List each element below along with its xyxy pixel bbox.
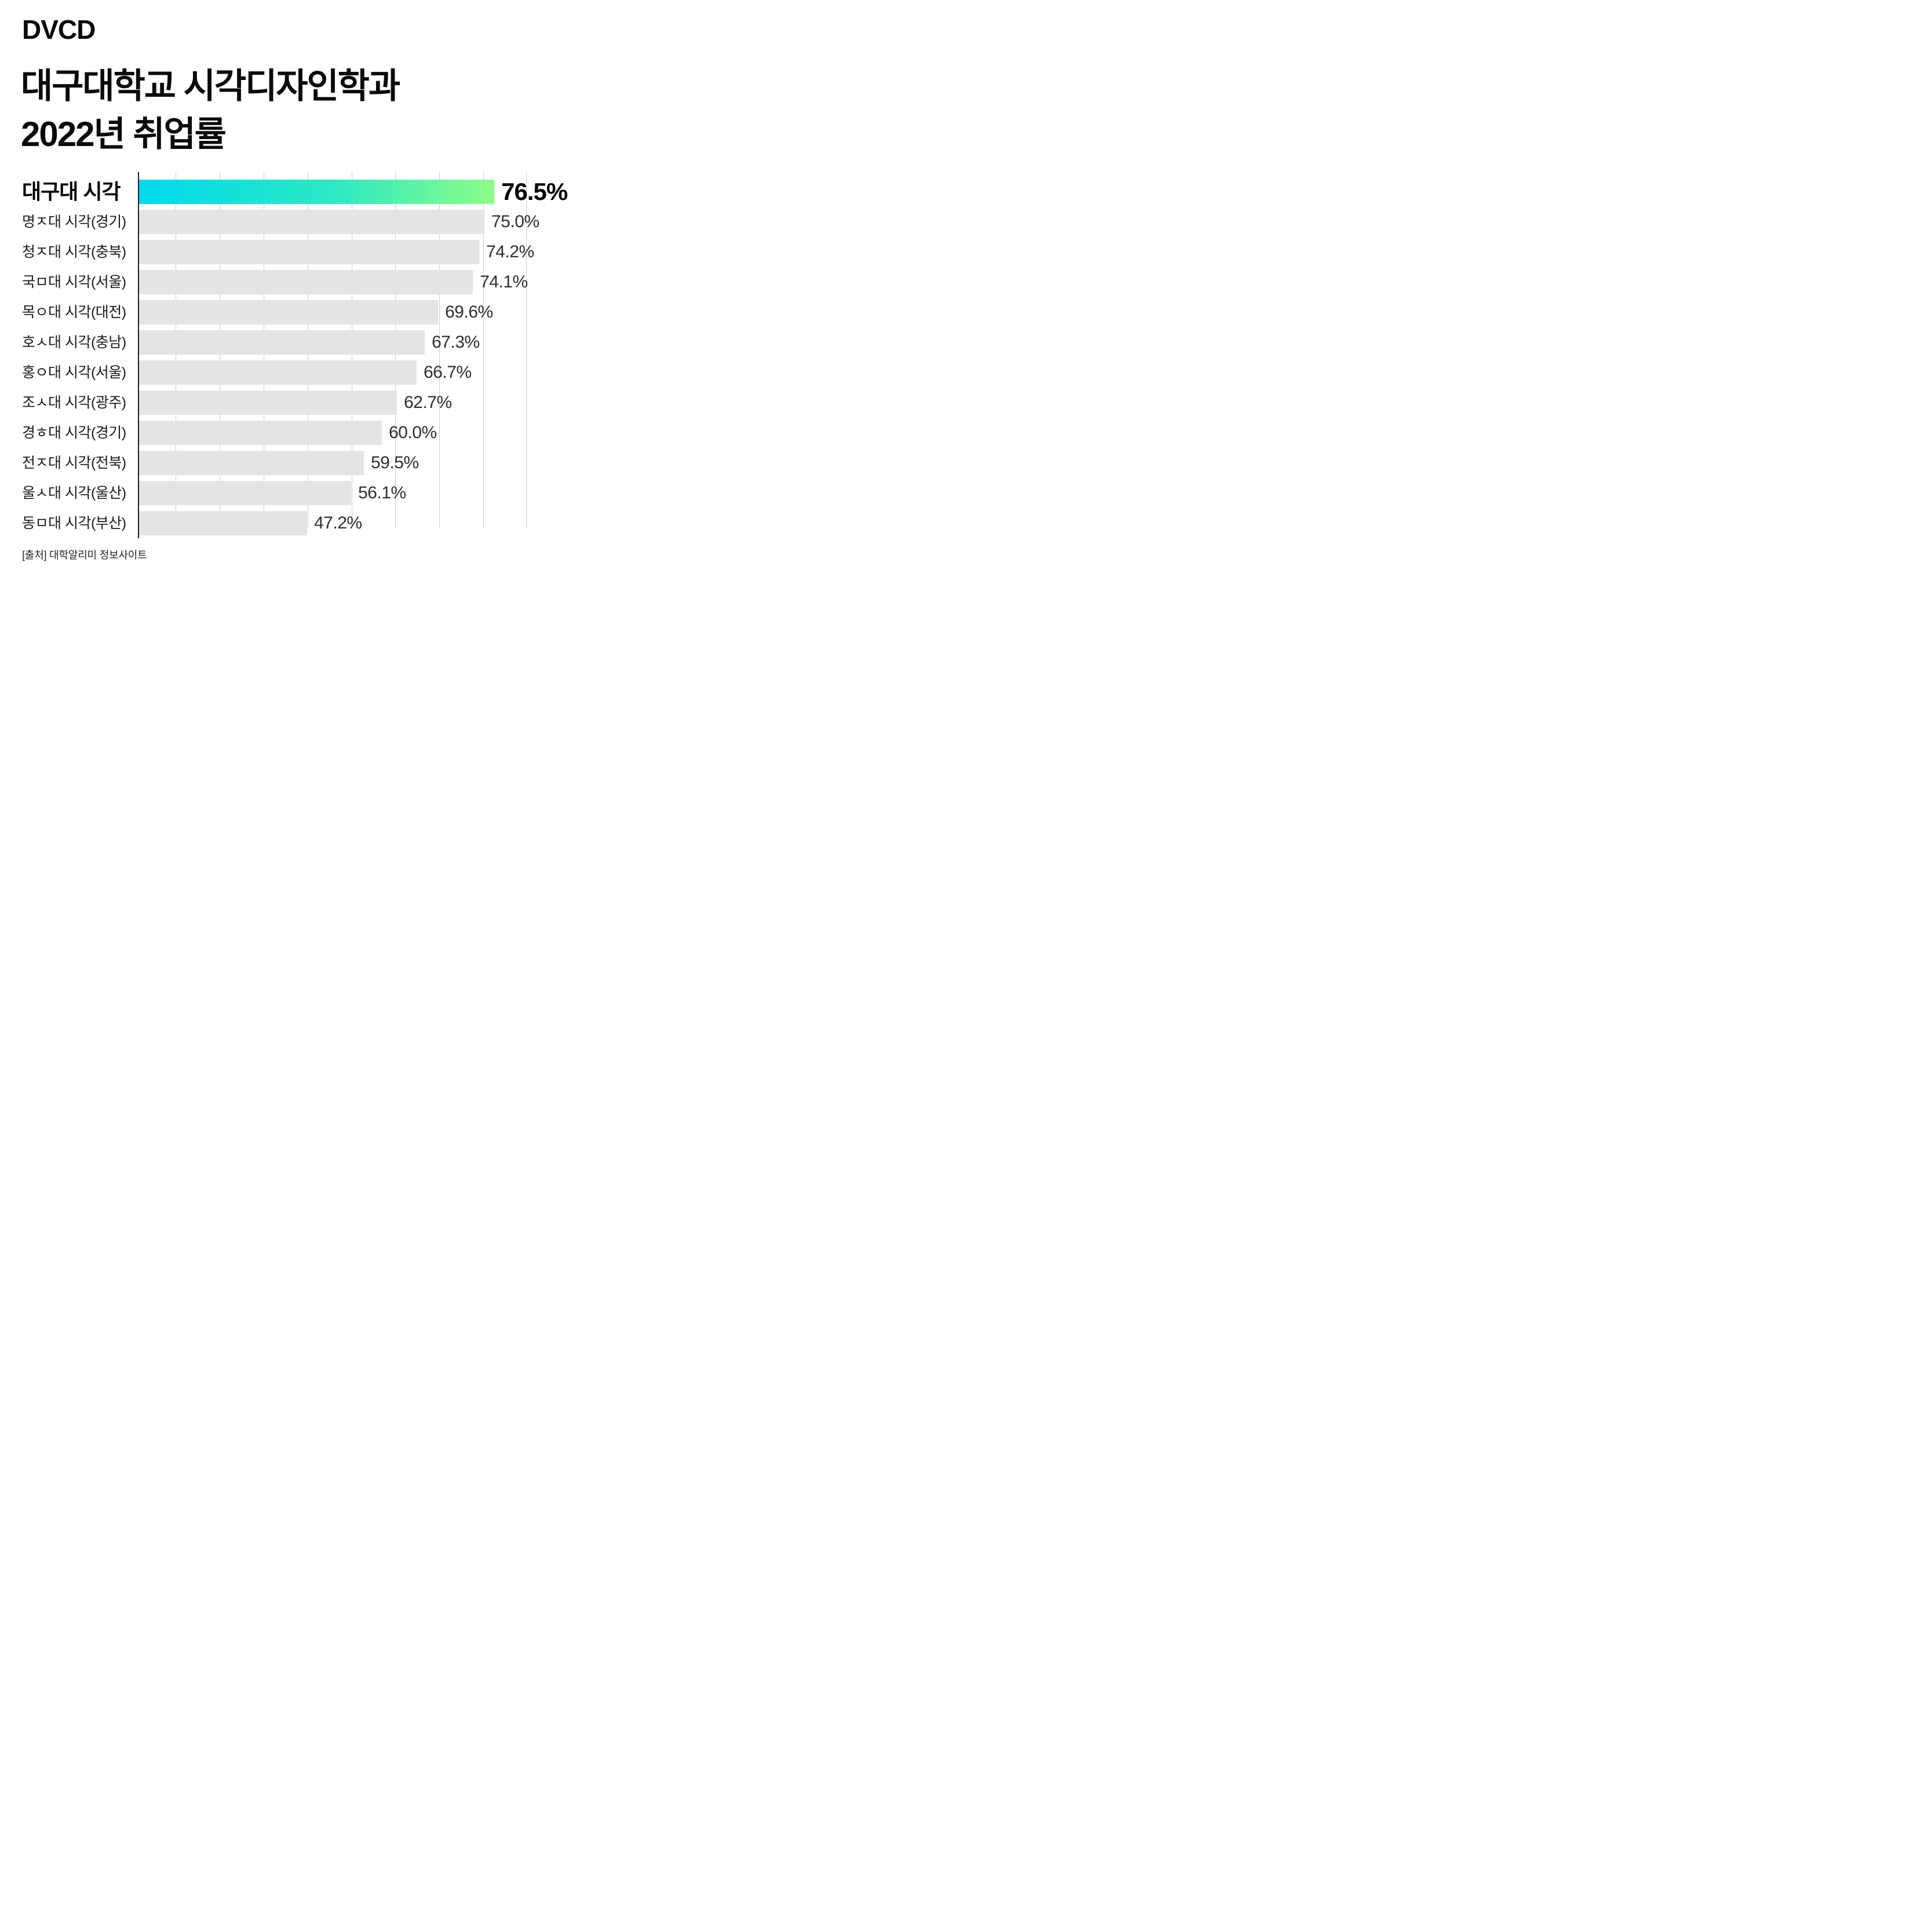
value-label: 60.0% (389, 423, 437, 442)
row-label: 홍ㅇ대 시각(서울) (22, 364, 126, 381)
value-label: 75.0% (491, 212, 539, 231)
chart-row: 경ㅎ대 시각(경기) 60.0% (0, 421, 579, 445)
chart-row: 대구대 시각 76.5% (0, 180, 579, 204)
value-label: 74.2% (486, 242, 534, 261)
chart-row: 호ㅅ대 시각(충남) 67.3% (0, 330, 579, 355)
bar-track: 69.6% (139, 300, 579, 325)
row-label: 청ㅈ대 시각(충북) (22, 244, 126, 260)
gridline (439, 172, 440, 527)
value-label: 62.7% (404, 393, 452, 412)
chart-row: 동ㅁ대 시각(부산) 47.2% (0, 511, 579, 535)
highlight-bar (139, 180, 494, 204)
bar-track: 74.1% (139, 270, 579, 294)
bar-track: 75.0% (139, 210, 579, 234)
row-label: 국ㅁ대 시각(서울) (22, 274, 126, 290)
source-note: [출처] 대학알리미 정보사이트 (22, 549, 147, 561)
bar-track: 74.2% (139, 240, 579, 264)
row-label: 대구대 시각 (22, 180, 121, 203)
row-label: 명ㅈ대 시각(경기) (22, 214, 126, 230)
bar-track: 76.5% (139, 180, 579, 204)
value-label: 56.1% (358, 483, 406, 502)
bar-track: 56.1% (139, 481, 579, 505)
bar-track: 62.7% (139, 391, 579, 415)
gridline (483, 172, 484, 527)
bar (139, 511, 307, 535)
bar-track: 66.7% (139, 360, 579, 385)
chart-row: 전ㅈ대 시각(전북) 59.5% (0, 451, 579, 475)
chart-row: 홍ㅇ대 시각(서울) 66.7% (0, 360, 579, 385)
bar (139, 421, 382, 445)
row-label: 동ㅁ대 시각(부산) (22, 515, 126, 531)
chart-row: 목ㅇ대 시각(대전) 69.6% (0, 300, 579, 325)
bar-track: 67.3% (139, 330, 579, 355)
bar-track: 60.0% (139, 421, 579, 445)
row-label: 호ㅅ대 시각(충남) (22, 334, 126, 351)
value-label: 67.3% (432, 333, 480, 352)
chart-row: 명ㅈ대 시각(경기) 75.0% (0, 210, 579, 234)
chart-row: 국ㅁ대 시각(서울) 74.1% (0, 270, 579, 294)
bar (139, 210, 484, 234)
logo: DVCD (22, 14, 96, 45)
bar (139, 270, 473, 294)
row-label: 목ㅇ대 시각(대전) (22, 304, 126, 320)
page-title: 대구대학교 시각디자인학과 2022년 취업률 (21, 63, 400, 159)
value-label: 66.7% (424, 363, 472, 382)
bar (139, 451, 364, 475)
bar (139, 240, 479, 264)
value-label: 47.2% (314, 513, 362, 533)
gridline (526, 172, 527, 527)
chart-row: 조ㅅ대 시각(광주) 62.7% (0, 391, 579, 415)
row-label: 울ㅅ대 시각(울산) (22, 485, 126, 501)
value-label: 76.5% (501, 178, 568, 205)
value-label: 69.6% (445, 302, 493, 322)
title-line-2: 2022년 취업률 (21, 114, 227, 154)
row-label: 경ㅎ대 시각(경기) (22, 425, 126, 441)
bar-track: 47.2% (139, 511, 579, 535)
value-label: 74.1% (480, 272, 528, 291)
title-line-1: 대구대학교 시각디자인학과 (21, 67, 400, 105)
bar (139, 300, 438, 325)
chart-row: 청ㅈ대 시각(충북) 74.2% (0, 240, 579, 264)
y-axis-line (138, 172, 139, 538)
bar (139, 481, 351, 505)
bar-chart: 대구대 시각 76.5% 명ㅈ대 시각(경기) 75.0% 청ㅈ대 시각(충북)… (0, 172, 579, 538)
bar-track: 59.5% (139, 451, 579, 475)
bar (139, 330, 425, 355)
row-label: 조ㅅ대 시각(광주) (22, 395, 126, 411)
bar (139, 360, 417, 385)
bar (139, 391, 397, 415)
chart-row: 울ㅅ대 시각(울산) 56.1% (0, 481, 579, 505)
value-label: 59.5% (371, 453, 419, 472)
row-label: 전ㅈ대 시각(전북) (22, 455, 126, 471)
